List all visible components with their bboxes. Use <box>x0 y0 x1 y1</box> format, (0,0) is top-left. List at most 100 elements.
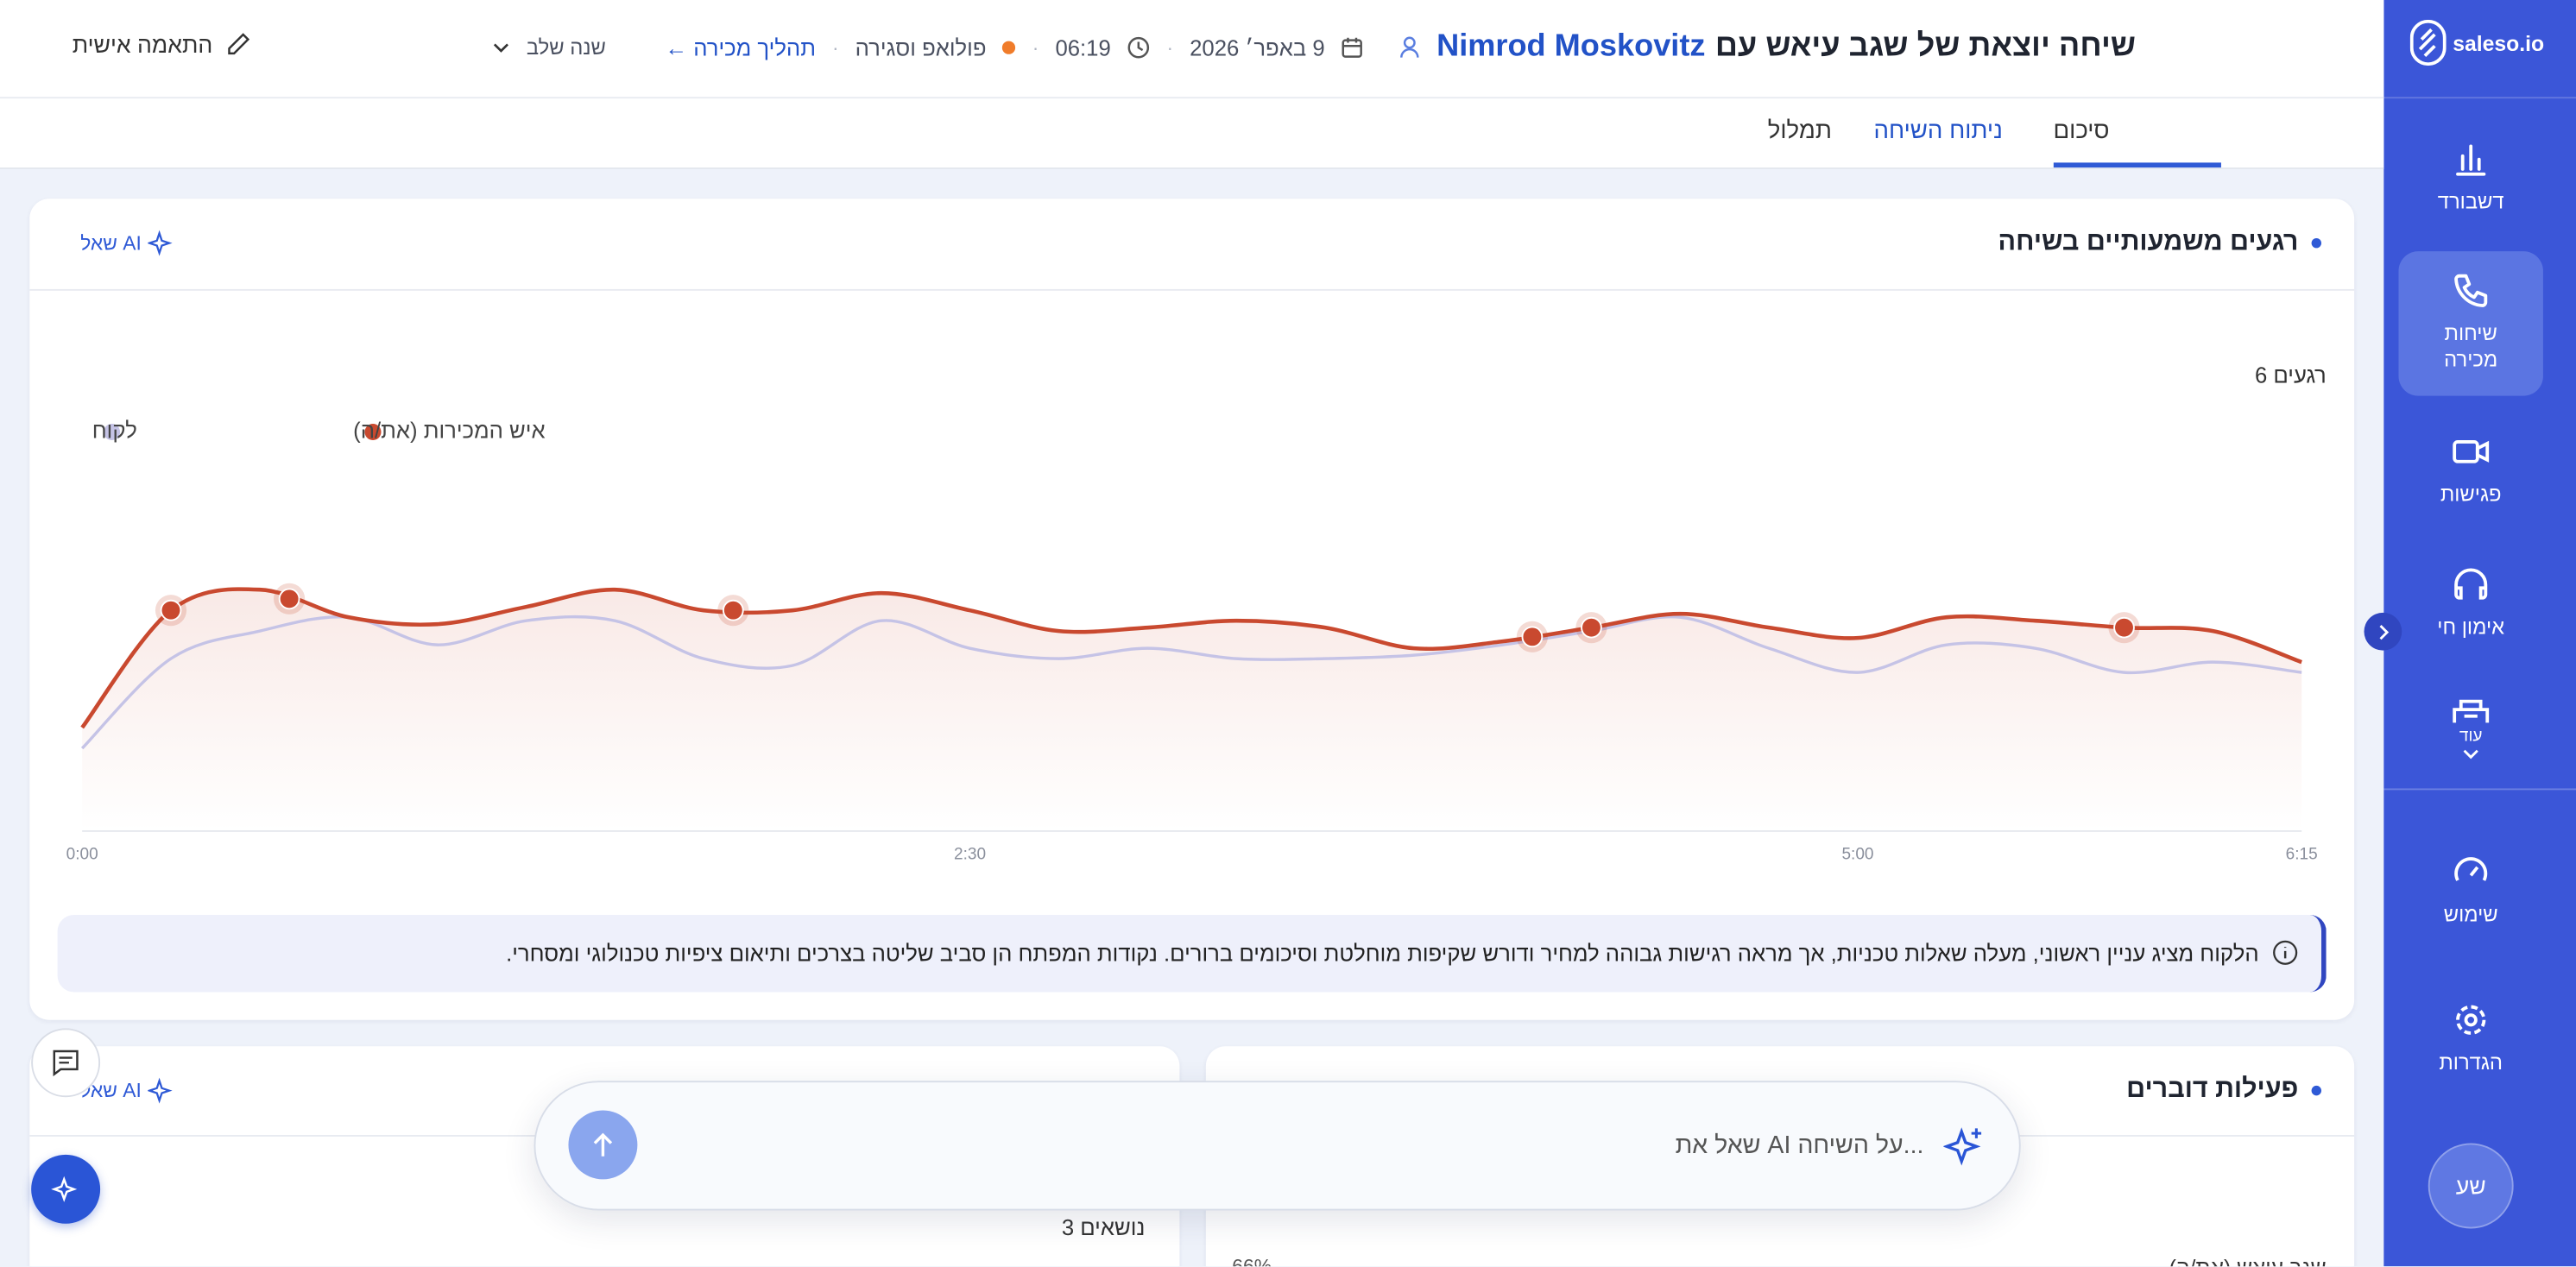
sidebar: saleso.io דשבורד שיחות מכירה פגישות אימו… <box>2383 0 2576 1267</box>
icon <box>2454 568 2488 600</box>
icon <box>2454 857 2488 881</box>
card-title: רגעים משמעותיים בשיחה <box>1998 228 2299 256</box>
x-tick-label: 0:00 <box>66 845 98 863</box>
series-line <box>80 587 2302 729</box>
moment-marker <box>1581 616 1602 639</box>
x-tick-label: 5:00 <box>1841 845 1873 863</box>
topics-count: 3 נושאים <box>1061 1215 1146 1240</box>
call-stage: פולואפ וסגירה <box>855 35 987 60</box>
separator: · <box>831 35 839 60</box>
x-tick-label: 2:30 <box>954 845 986 863</box>
speaker-share: 66% <box>1232 1254 1272 1267</box>
nav-label: שימוש <box>2443 903 2498 927</box>
moment-marker <box>278 588 300 610</box>
divider <box>2383 97 2576 99</box>
header: שיחה יוצאת של שגב עיאש עם Nimrod Moskovi… <box>0 0 2384 99</box>
moments-chart: 0:00 2:30 5:00 6:15 איש המכירות (את/ה) לקוח <box>66 419 2318 863</box>
card-title: פעילות דוברים <box>2126 1075 2299 1104</box>
card-header: רגעים משמעותיים בשיחה <box>1998 228 2322 258</box>
tabs: סיכום ניתוח השיחה תמלול <box>0 98 2384 170</box>
contact-name[interactable]: Nimrod Moskovitz <box>1436 29 1706 65</box>
ask-ai-button[interactable]: שאל AI <box>80 230 174 256</box>
logo-text: saleso.io <box>2453 30 2545 55</box>
logo[interactable]: saleso.io <box>2409 19 2545 66</box>
title-dot <box>2311 1085 2322 1096</box>
avatar[interactable]: שע <box>2428 1143 2514 1229</box>
divider <box>29 288 2355 291</box>
sparkle-icon <box>1943 1127 1982 1166</box>
tab[interactable]: סיכום <box>2053 118 2110 145</box>
sparkle-icon <box>148 1077 173 1104</box>
chevron <box>494 43 509 53</box>
call-date: 9 באפר׳ 2026 <box>1190 35 1325 60</box>
nav-label: פגישות <box>2440 482 2502 507</box>
separator: · <box>1166 35 1174 60</box>
legend-label: לקוח <box>92 419 137 443</box>
moments-card: רגעים משמעותיים בשיחה שאל AI 6 רגעים הלק… <box>29 199 2355 1020</box>
person-icon <box>1400 36 1420 58</box>
nav-label: אימון חי <box>2437 615 2505 640</box>
chat-placeholder: שאל את AI על השיחה... <box>1675 1131 1924 1160</box>
nav-coaching[interactable]: אימון חי <box>2398 565 2542 641</box>
moment-marker <box>2113 616 2135 639</box>
change-stage-dropdown[interactable]: שנה שלב <box>526 35 606 60</box>
collapse-button[interactable] <box>2364 612 2402 651</box>
calendar-icon <box>1342 37 1363 58</box>
nav-meetings[interactable]: פגישות <box>2398 432 2542 508</box>
icon <box>2453 699 2490 723</box>
nav-label: הגדרות <box>2439 1050 2503 1075</box>
tab-active[interactable]: ניתוח השיחה <box>1873 118 2003 145</box>
icon <box>2453 440 2490 463</box>
moment-marker <box>1521 626 1544 648</box>
header-info: שיחה יוצאת של שגב עיאש עם Nimrod Moskovi… <box>494 28 2136 67</box>
icon <box>2456 144 2486 176</box>
moment-marker <box>722 599 744 621</box>
nav-more[interactable]: עוד <box>2398 697 2542 771</box>
call-duration: 06:19 <box>1055 35 1111 60</box>
nav-dashboard[interactable]: דשבורד <box>2398 140 2542 216</box>
speaker-name: שגב עיאש (את/ה) <box>2169 1255 2327 1266</box>
personalize-label: התאמה אישית <box>72 31 213 58</box>
chevron <box>2463 749 2478 760</box>
ask-ai-label: שאל AI <box>80 231 142 255</box>
nav-usage[interactable]: שימוש <box>2398 853 2542 929</box>
process-link[interactable]: תהליך מכירה ← <box>665 35 816 60</box>
icon <box>53 1050 79 1077</box>
chat-input[interactable]: שאל את AI על השיחה... <box>534 1081 2021 1211</box>
personalize-button[interactable]: התאמה אישית <box>72 31 252 58</box>
area-fill <box>82 589 2302 831</box>
title-dot <box>2311 237 2322 249</box>
icon <box>51 1176 78 1202</box>
insight-text: הלקוח מציג עניין ראשוני, מעלה שאלות טכני… <box>506 941 2259 966</box>
insight-box: הלקוח מציג עניין ראשוני, מעלה שאלות טכני… <box>57 915 2327 993</box>
icon <box>2454 274 2488 307</box>
clock-icon <box>1127 36 1150 59</box>
nav-label: דשבורד <box>2437 190 2504 214</box>
divider <box>2383 788 2576 791</box>
moment-marker <box>160 599 182 621</box>
info-icon <box>2273 940 2298 965</box>
legend-swatch <box>364 423 382 441</box>
tab[interactable]: תמלול <box>1767 118 1832 145</box>
send-button[interactable] <box>568 1110 638 1180</box>
nav-label: שיחות מכירה <box>2444 321 2498 372</box>
call-title: שיחה יוצאת של שגב עיאש עם <box>1714 29 2136 65</box>
nav-settings[interactable]: הגדרות <box>2398 1000 2542 1076</box>
legend-label: איש המכירות (את/ה) <box>353 419 545 443</box>
tab-underline <box>2053 162 2221 168</box>
x-tick-label: 6:15 <box>2286 845 2318 863</box>
series-line <box>80 615 2302 750</box>
logo-icon <box>2409 19 2447 66</box>
card-header: פעילות דוברים <box>2126 1075 2322 1106</box>
icon <box>2378 624 2389 640</box>
icon <box>2456 1005 2486 1035</box>
chat-history-button[interactable] <box>31 1028 101 1098</box>
legend-swatch <box>104 423 121 441</box>
separator: · <box>1032 35 1039 60</box>
icon <box>593 1132 613 1157</box>
nav-calls[interactable]: שיחות מכירה <box>2398 251 2543 396</box>
ai-fab[interactable] <box>31 1154 101 1224</box>
pencil-icon <box>229 33 250 55</box>
